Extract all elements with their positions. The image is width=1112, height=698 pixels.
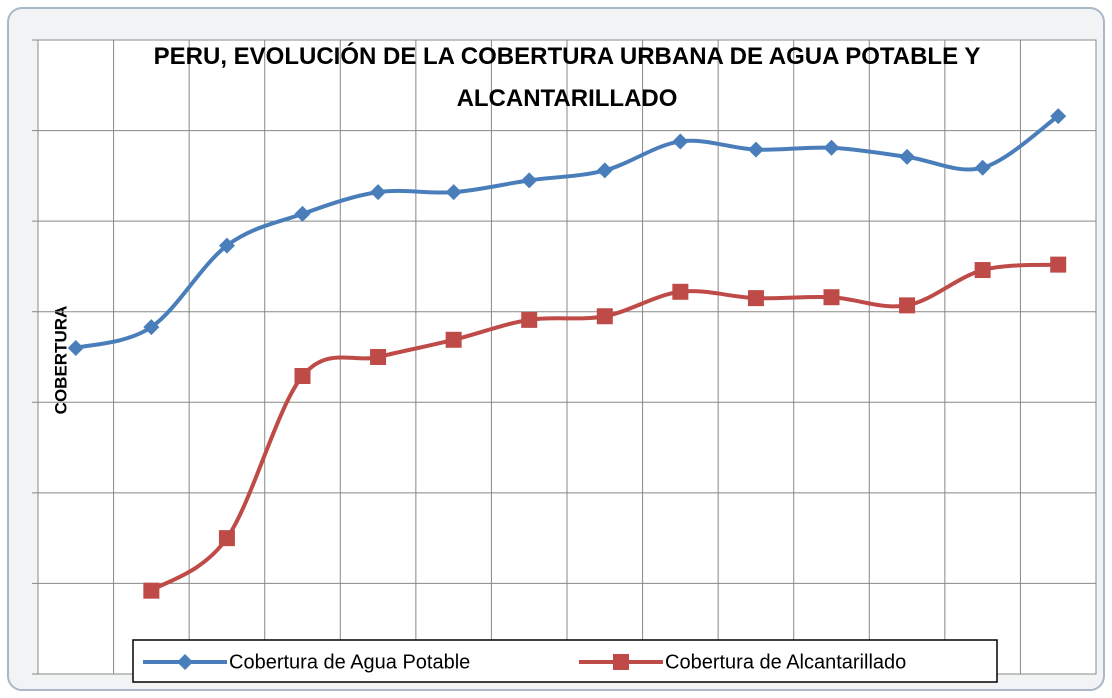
marker xyxy=(747,290,764,307)
marker xyxy=(1050,108,1067,125)
marker xyxy=(823,139,840,156)
marker xyxy=(521,172,538,189)
legend-label: Cobertura de Agua Potable xyxy=(229,651,470,673)
marker xyxy=(823,289,840,306)
marker xyxy=(1050,256,1067,273)
marker xyxy=(974,262,991,279)
legend-box xyxy=(132,639,998,683)
marker xyxy=(672,133,689,150)
marker xyxy=(974,159,991,176)
marker xyxy=(370,349,387,365)
marker xyxy=(899,148,916,165)
marker xyxy=(521,311,538,328)
marker xyxy=(596,162,613,179)
marker xyxy=(672,283,689,300)
marker xyxy=(596,308,613,325)
chart-title: PERU, EVOLUCIÓN DE LA COBERTURA URBANA D… xyxy=(153,43,981,112)
legend-label: Cobertura de Alcantarillado xyxy=(665,651,906,673)
marker xyxy=(899,297,916,314)
marker xyxy=(294,205,311,222)
marker xyxy=(294,368,311,385)
marker xyxy=(747,141,764,158)
marker xyxy=(613,654,629,670)
marker xyxy=(218,237,235,254)
marker xyxy=(445,331,462,348)
marker xyxy=(177,654,193,670)
marker xyxy=(218,530,235,547)
marker xyxy=(143,319,160,336)
marker xyxy=(445,184,462,201)
y-axis-label: COBERTURA xyxy=(51,306,70,415)
marker xyxy=(143,582,160,599)
marker xyxy=(67,339,84,356)
marker xyxy=(370,184,387,201)
